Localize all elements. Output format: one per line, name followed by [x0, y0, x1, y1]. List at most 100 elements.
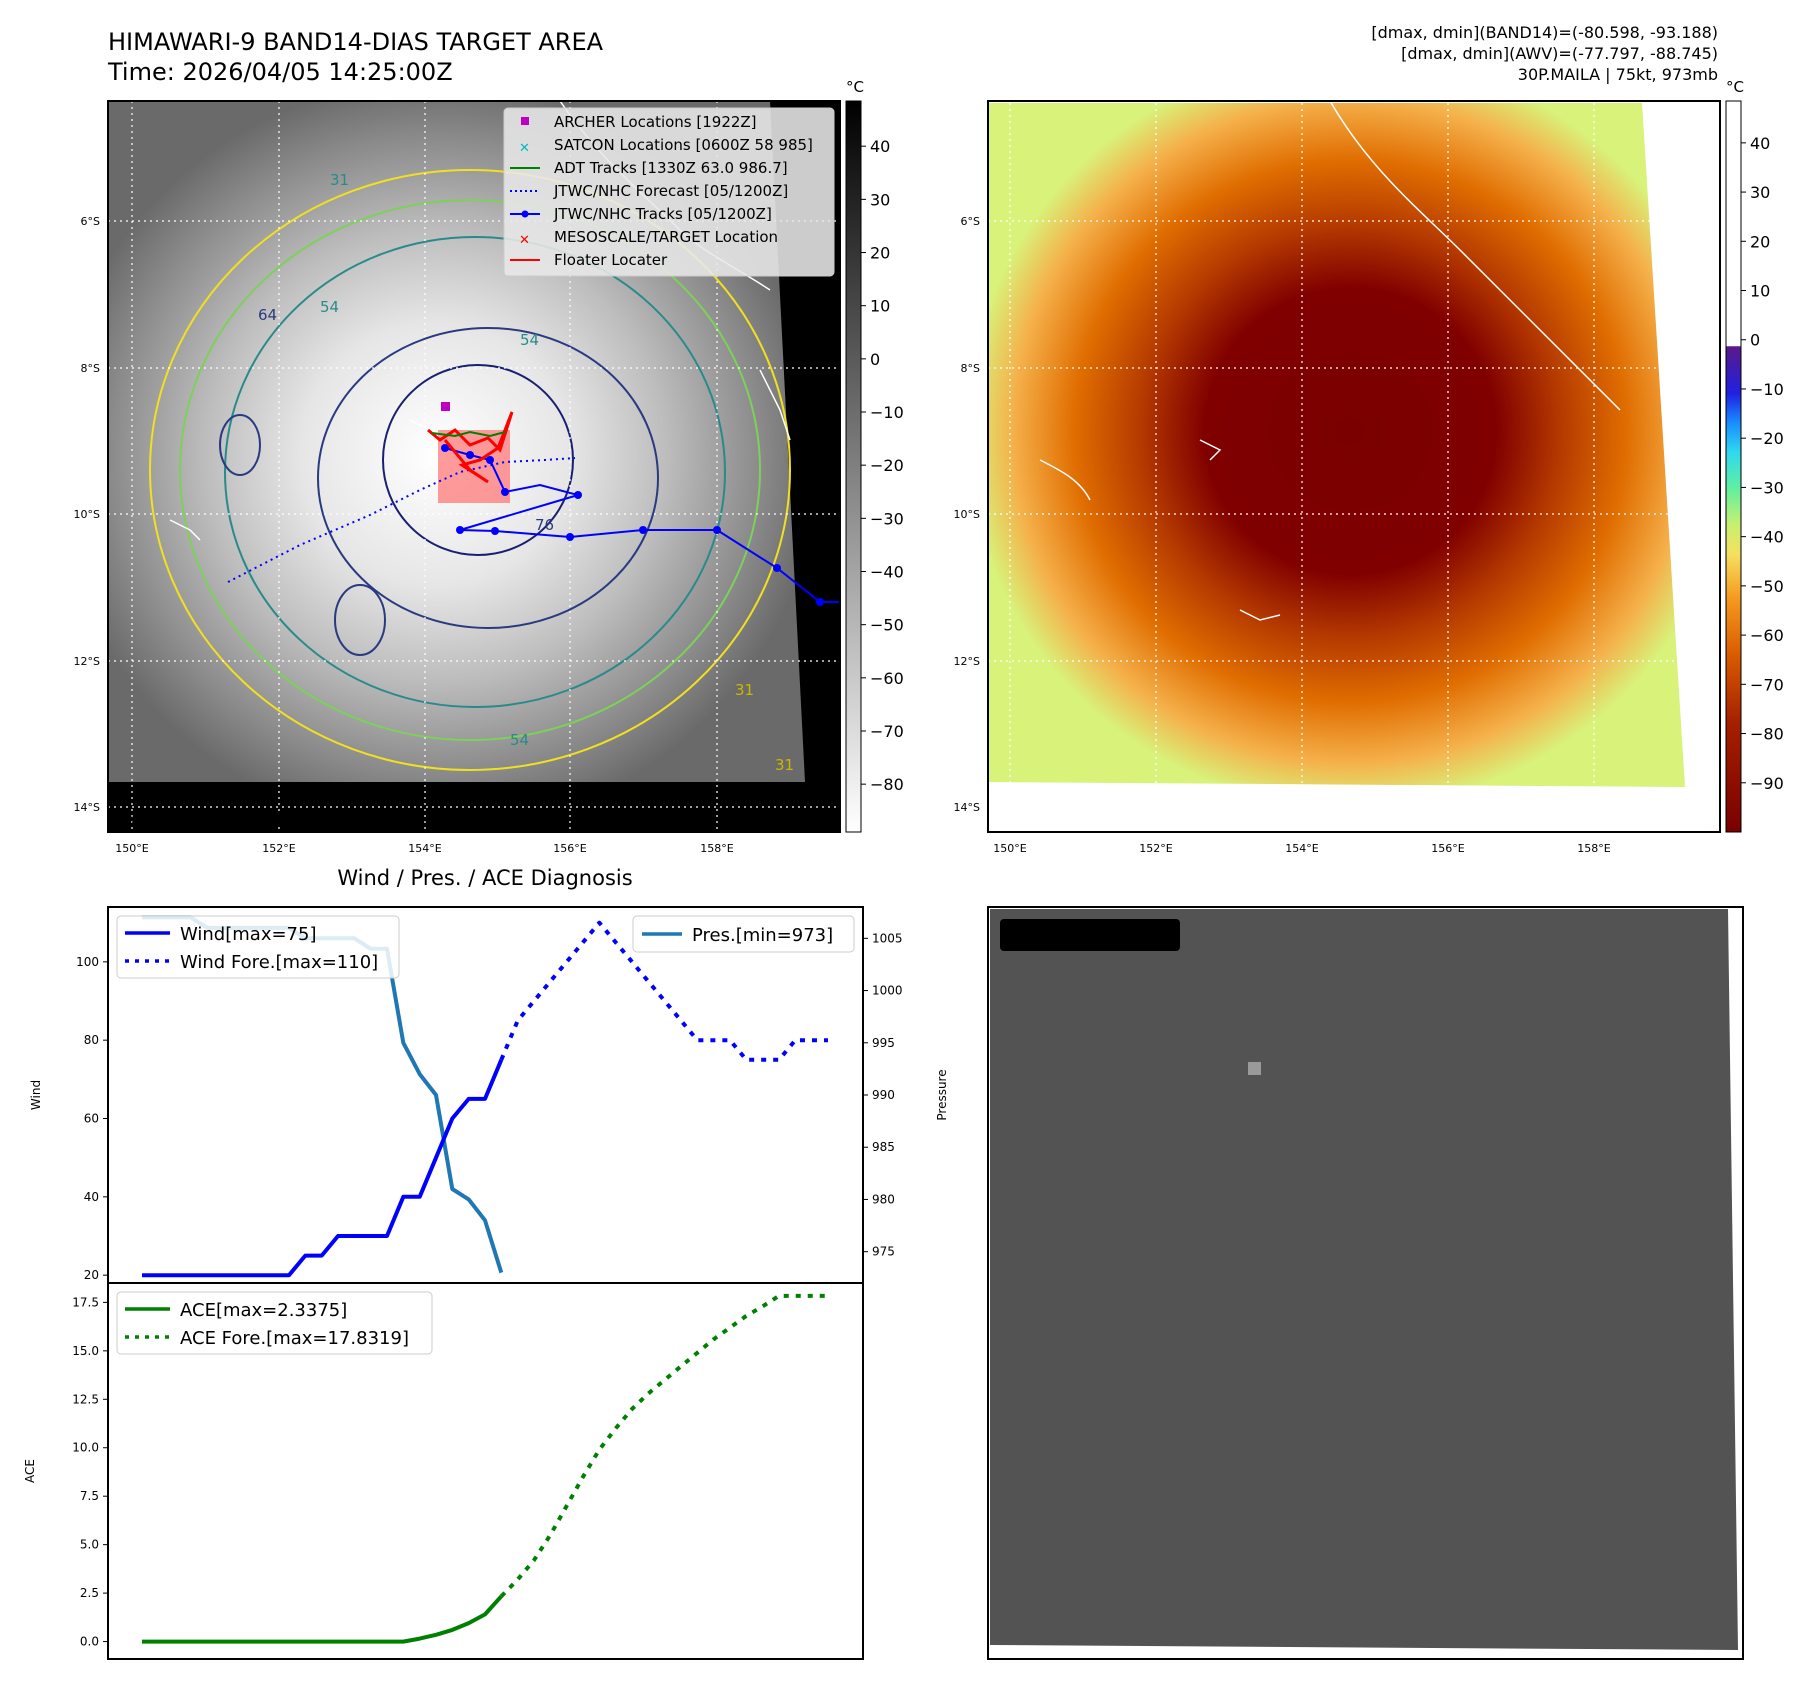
lat-tick-label: 14°S — [74, 801, 100, 814]
wind-series-line — [142, 1059, 504, 1278]
lat-tick-label: 8°S — [961, 362, 980, 375]
colorbar-tick-label: −60 — [870, 669, 904, 688]
colorbar-tick-label: −40 — [870, 562, 904, 581]
y-tick-label: 10.0 — [72, 1441, 99, 1455]
colorbar-tick-label: 10 — [870, 297, 890, 316]
wmg-badge — [1000, 919, 1180, 951]
y2-tick-label: 985 — [872, 1140, 895, 1154]
colorbar1-unit: °C — [846, 78, 864, 96]
contour-labels: 31 54 64 54 76 31 31 54 — [258, 171, 794, 774]
svg-text:54: 54 — [520, 331, 539, 349]
lat-tick-label: 6°S — [961, 215, 980, 228]
square-icon — [521, 117, 529, 125]
lon-tick-label: 156°E — [553, 842, 586, 855]
legend-ace-forecast: ACE Fore.[max=17.8319] — [180, 1328, 409, 1349]
colorbar-tick-label: 20 — [1750, 232, 1770, 251]
line-dot-icon — [510, 210, 540, 218]
legend-wind-forecast: Wind Fore.[max=110] — [180, 952, 378, 973]
wmg-panel: WMG Count: 0 — [987, 906, 1744, 1660]
y-tick-label: 5.0 — [80, 1538, 99, 1552]
lon-tick-label: 152°E — [1139, 842, 1172, 855]
svg-text:54: 54 — [510, 731, 529, 749]
x-icon: ✕ — [519, 141, 530, 156]
colorbar-tick-label: −50 — [1750, 577, 1784, 596]
diag-title: Wind / Pres. / ACE Diagnosis — [337, 866, 632, 890]
ace-ylabel: ACE — [23, 1459, 37, 1483]
y2-tick-label: 1005 — [872, 931, 903, 945]
wmg-image — [990, 909, 1738, 1650]
colorbar-tick-label: 20 — [870, 244, 890, 263]
lat-tick-label: 8°S — [81, 362, 100, 375]
y-tick-label: 0.0 — [80, 1635, 99, 1649]
y-tick-label: 15.0 — [72, 1344, 99, 1358]
colorbar-tick-label: −30 — [1750, 478, 1784, 497]
info-awv: [dmax, dmin](AWV)=(-77.797, -88.745) — [1401, 44, 1718, 63]
legend-target-location: MESOSCALE/TARGET Location — [554, 228, 778, 246]
colorbar-tick-label: −70 — [1750, 675, 1784, 694]
legend-adt: ADT Tracks [1330Z 63.0 986.7] — [554, 159, 788, 177]
legend-jtwc-tracks: JTWC/NHC Tracks [05/1200Z] — [553, 205, 772, 223]
svg-text:31: 31 — [330, 171, 349, 189]
colorbar-tick-label: −30 — [870, 509, 904, 528]
y-tick-label: 12.5 — [72, 1392, 99, 1406]
colorbar-tick-label: −10 — [870, 403, 904, 422]
ace-forecast-series-line — [499, 1293, 828, 1598]
colorbar-tick-label: −80 — [870, 775, 904, 794]
info-storm: 30P.MAILA | 75kt, 973mb — [1518, 65, 1718, 84]
y-tick-label: 60 — [84, 1112, 99, 1126]
legend-ace: ACE[max=2.3375] — [180, 1300, 347, 1321]
copyright-text: Copyright © 2020-2026 Dapiya — [112, 811, 409, 831]
wind-legend: Wind[max=75] Wind Fore.[max=110] — [116, 915, 400, 979]
ir-colorbar: °C 40 30 20 10 0 −10 −20 −30 −40 −50 −60 −70 −80 — [845, 78, 904, 833]
colorbar-tick-label: 0 — [1750, 331, 1760, 350]
bd-image-swath — [988, 103, 1685, 787]
colorbar-tick-label: 40 — [1750, 134, 1770, 153]
colorbar-tick-label: 0 — [870, 350, 880, 369]
wind-ylabel: Wind — [29, 1080, 43, 1110]
jtwc-best-track — [444, 447, 840, 603]
svg-text:64: 64 — [258, 306, 277, 324]
svg-text:54: 54 — [320, 298, 339, 316]
jtwc-track-points — [441, 444, 824, 606]
colorbar-tick-label: −20 — [1750, 429, 1784, 448]
legend-wind: Wind[max=75] — [180, 924, 317, 945]
y-tick-label: 80 — [84, 1033, 99, 1047]
ir-map-panel: 31 54 64 54 76 31 31 54 — [107, 100, 841, 833]
y-tick-label: 40 — [84, 1190, 99, 1204]
wind-pressure-panel: 20 40 60 80 100 975 980 985 990 995 1000 1005 Wind… — [29, 906, 949, 1284]
x-icon: ✕ — [519, 233, 530, 248]
pressure-legend: Pres.[min=973] — [632, 915, 855, 953]
colorbar-tick-label: 30 — [870, 190, 890, 209]
bd-colorbar: °C 40 30 20 10 0 −10 −20 −30 −40 −50 −60 −70 −80 −90 — [1725, 78, 1784, 833]
legend-jtwc-forecast: JTWC/NHC Forecast [05/1200Z] — [553, 182, 788, 200]
floater-track — [427, 411, 514, 484]
map-legend: ✕ ✕ ARCHER Locations [1922Z] SATCON Loca… — [503, 107, 835, 277]
y-tick-label: 2.5 — [80, 1586, 99, 1600]
jtwc-forecast-track — [227, 457, 576, 583]
colorbar-tick-label: −70 — [870, 722, 904, 741]
adt-track — [431, 430, 506, 438]
ace-series-line — [142, 1594, 503, 1644]
lon-tick-label: 158°E — [700, 842, 733, 855]
y2-tick-label: 975 — [872, 1245, 895, 1259]
y2-tick-label: 990 — [872, 1088, 895, 1102]
colorbar-tick-label: −80 — [1750, 725, 1784, 744]
map-axis-labels: 6°S 6°S 8°S 8°S 10°S 10°S 12°S 12°S 14°S 14°S 150°… — [74, 215, 1611, 855]
lat-tick-label: 10°S — [954, 508, 980, 521]
legend-archer: ARCHER Locations [1922Z] — [554, 113, 757, 131]
bd-map-panel — [987, 100, 1721, 833]
lon-tick-label: 154°E — [408, 842, 441, 855]
lat-tick-label: 14°S — [954, 801, 980, 814]
svg-text:31: 31 — [735, 681, 754, 699]
colorbar-tick-label: −10 — [1750, 380, 1784, 399]
info-band14: [dmax, dmin](BAND14)=(-80.598, -93.188) — [1371, 23, 1718, 42]
lat-tick-label: 6°S — [81, 215, 100, 228]
lat-tick-label: 12°S — [74, 655, 100, 668]
lon-tick-label: 156°E — [1431, 842, 1464, 855]
y-tick-label: 7.5 — [80, 1489, 99, 1503]
lat-tick-label: 10°S — [74, 508, 100, 521]
pressure-ylabel: Pressure — [935, 1069, 949, 1120]
wmg-pixel — [1248, 1062, 1261, 1075]
y2-tick-label: 995 — [872, 1036, 895, 1050]
